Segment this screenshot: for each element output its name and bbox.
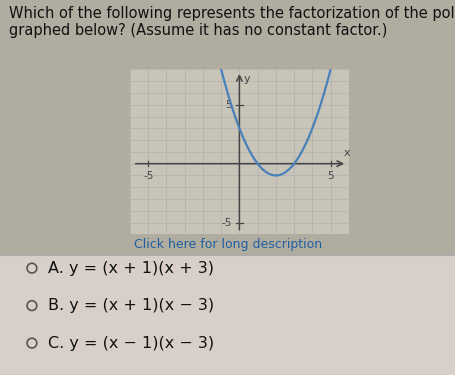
Text: -5: -5 [143,171,153,181]
Text: graphed below? (Assume it has no constant factor.): graphed below? (Assume it has no constan… [9,22,387,38]
Text: A. y = (x + 1)(x + 3): A. y = (x + 1)(x + 3) [48,261,213,276]
Text: 5: 5 [327,171,333,181]
Text: Click here for long description: Click here for long description [134,238,321,251]
Text: y: y [243,74,250,84]
Text: Which of the following represents the factorization of the polynomial function: Which of the following represents the fa… [9,6,455,21]
Text: B. y = (x + 1)(x − 3): B. y = (x + 1)(x − 3) [48,298,213,313]
Text: -5: -5 [221,217,232,228]
Text: C. y = (x − 1)(x − 3): C. y = (x − 1)(x − 3) [48,336,213,351]
Text: 5: 5 [225,100,232,110]
Text: x: x [343,148,349,158]
